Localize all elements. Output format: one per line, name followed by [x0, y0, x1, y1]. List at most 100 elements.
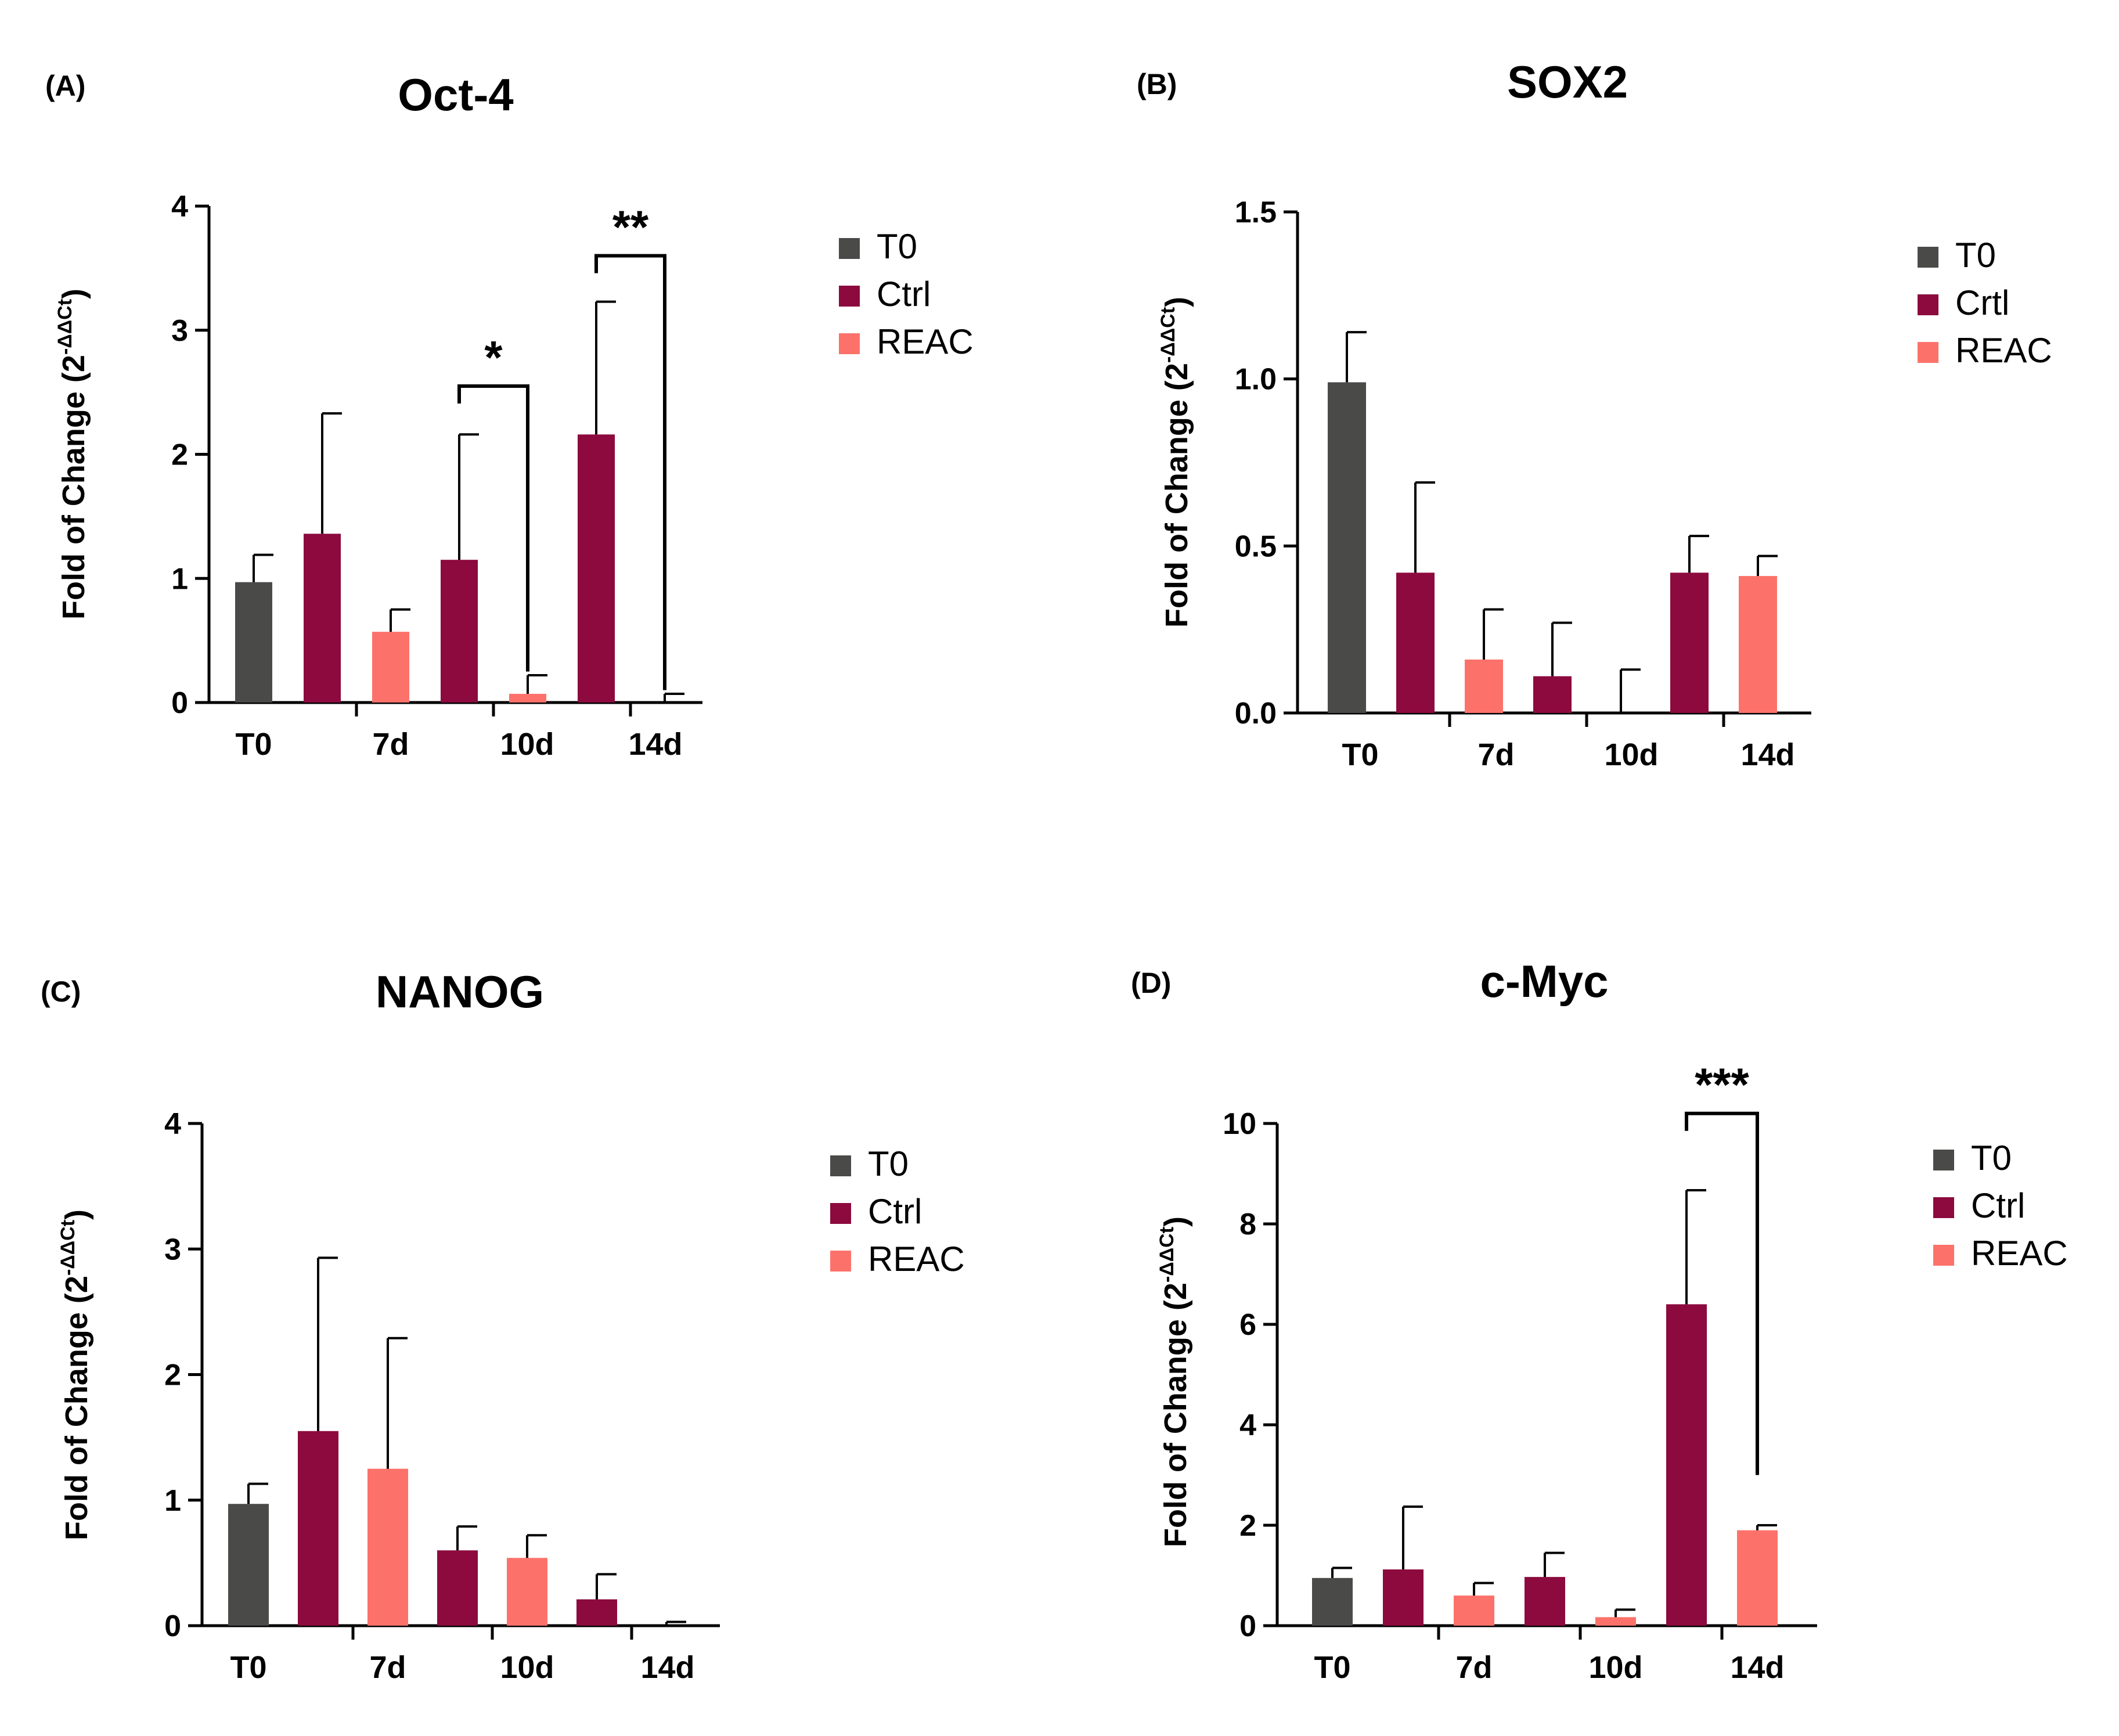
legend-swatch: [830, 1155, 851, 1176]
legend-swatch: [1933, 1150, 1954, 1170]
y-axis-label-main: Fold of Change (2: [1158, 1283, 1193, 1547]
y-tick-label: 4: [1239, 1409, 1256, 1442]
y-axis-label-superscript: -ΔΔCt: [1156, 1227, 1178, 1283]
x-tick-label: 10d: [500, 727, 554, 762]
x-tick-label: 14d: [640, 1650, 694, 1685]
y-axis-label-close: ): [59, 1209, 94, 1220]
y-axis-label-superscript: -ΔΔCt: [57, 1220, 79, 1276]
legend-label: T0: [1955, 236, 1996, 275]
legend-swatch: [1933, 1197, 1954, 1218]
panel-label: (D): [1131, 967, 1171, 999]
bar-reac: [1739, 576, 1777, 713]
bar-ctrl: [441, 560, 478, 703]
x-tick-label: 10d: [1604, 737, 1658, 772]
bar-t0: [228, 1504, 269, 1626]
y-tick-label: 0: [171, 686, 188, 720]
x-tick-label: 7d: [1477, 737, 1514, 772]
x-tick-label: T0: [230, 1650, 266, 1685]
legend-swatch: [1918, 247, 1938, 268]
bar-ctrl: [576, 1599, 617, 1626]
y-tick-label: 10: [1223, 1107, 1256, 1141]
legend-swatch: [839, 333, 860, 354]
y-axis-label: Fold of Change (2-ΔΔCt): [1156, 1216, 1193, 1547]
bar-ctrl: [1383, 1569, 1424, 1626]
x-tick-label: T0: [1314, 1650, 1350, 1685]
bar-ctrl: [437, 1550, 478, 1626]
legend-swatch: [830, 1251, 851, 1272]
y-axis-label-superscript: -ΔΔCt: [1157, 307, 1179, 363]
x-tick-label: 10d: [1588, 1650, 1642, 1685]
x-tick-label: 14d: [628, 727, 682, 762]
chart-panel-2: (C) NANOG 0 1 2 3 4 T0 7d 10d 14d Fold of Change (2…: [41, 966, 965, 1685]
y-tick-label: 1: [171, 562, 188, 596]
bar-ctrl: [1396, 572, 1435, 713]
bar-ctrl: [298, 1431, 338, 1626]
y-tick-label: 0: [164, 1609, 181, 1643]
y-tick-label: 3: [164, 1233, 181, 1266]
y-tick-label: 4: [171, 190, 188, 224]
chart-title: SOX2: [1507, 56, 1628, 107]
chart-title: NANOG: [376, 966, 544, 1017]
significance-label: ***: [1695, 1059, 1749, 1111]
significance-bracket: [457, 384, 529, 672]
chart-title: c-Myc: [1480, 956, 1608, 1007]
y-tick-label: 0.0: [1235, 697, 1277, 730]
chart-panel-3: (D) c-Myc 0 2 4 6 8 10 T0 7d 10d 14d *** Fold of Chan…: [1131, 956, 2068, 1685]
y-axis-label-superscript: -ΔΔCt: [54, 299, 76, 355]
legend-label: T0: [868, 1144, 909, 1183]
y-tick-label: 6: [1239, 1308, 1256, 1342]
chart-title: Oct-4: [398, 69, 513, 120]
legend-swatch: [1918, 294, 1938, 315]
y-tick-label: 0: [1239, 1609, 1256, 1643]
legend-label: Ctrl: [868, 1192, 922, 1231]
significance-bracket: [594, 254, 666, 690]
bar-reac: [367, 1468, 408, 1626]
x-tick-label: T0: [235, 727, 272, 762]
bar-reac: [1737, 1530, 1778, 1626]
bar-reac: [509, 694, 546, 703]
y-axis-label-close: ): [1159, 297, 1194, 307]
bar-reac: [1454, 1595, 1494, 1626]
significance-bracket: [1685, 1111, 1759, 1475]
bar-reac: [507, 1558, 547, 1626]
y-tick-label: 1: [164, 1484, 181, 1518]
y-tick-label: 1.5: [1235, 196, 1277, 229]
bar-reac: [1465, 659, 1503, 713]
x-tick-label: 14d: [1740, 737, 1794, 772]
y-axis-label-close: ): [56, 289, 91, 299]
legend-swatch: [1918, 342, 1938, 363]
legend-label: REAC: [868, 1240, 965, 1278]
legend-label: T0: [877, 227, 917, 266]
x-tick-label: T0: [1342, 737, 1378, 772]
bar-ctrl: [578, 434, 615, 703]
x-tick-label: 10d: [500, 1650, 554, 1685]
bar-t0: [235, 582, 272, 703]
chart-panel-1: (B) SOX2 0.0 0.5 1.0 1.5 T0 7d 10d 14d Fold of Cha…: [1137, 56, 2052, 772]
y-tick-label: 1.0: [1235, 363, 1277, 397]
legend-swatch: [1933, 1245, 1954, 1266]
legend-swatch: [839, 286, 860, 307]
x-tick-label: 14d: [1730, 1650, 1784, 1685]
x-tick-label: 7d: [372, 727, 409, 762]
legend-label: Crtl: [1955, 283, 2009, 322]
y-axis-label-main: Fold of Change (2: [56, 355, 91, 620]
y-axis-label-main: Fold of Change (2: [59, 1276, 94, 1540]
y-axis-label: Fold of Change (2-ΔΔCt): [1157, 297, 1194, 628]
legend-label: T0: [1971, 1139, 2012, 1177]
y-tick-label: 4: [164, 1107, 181, 1141]
legend-label: REAC: [877, 322, 974, 361]
bar-reac: [1595, 1617, 1636, 1626]
bar-ctrl: [304, 534, 341, 703]
x-tick-label: 7d: [1455, 1650, 1492, 1685]
x-tick-label: 7d: [369, 1650, 406, 1685]
legend-swatch: [830, 1203, 851, 1224]
y-tick-label: 2: [164, 1359, 181, 1392]
bar-ctrl: [1666, 1304, 1707, 1626]
bar-t0: [1312, 1577, 1353, 1626]
legend-swatch: [839, 238, 860, 259]
y-axis-label-close: ): [1158, 1216, 1193, 1227]
bar-ctrl: [1533, 676, 1572, 713]
panel-label: (B): [1137, 68, 1177, 100]
